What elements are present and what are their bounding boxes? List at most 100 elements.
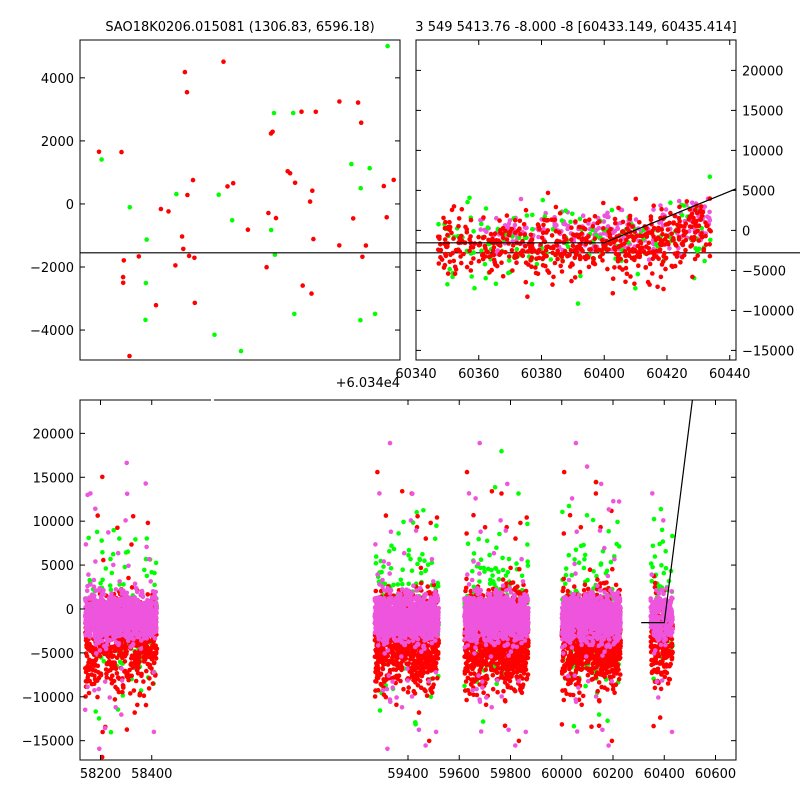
data-point — [124, 727, 130, 732]
data-point — [124, 491, 130, 497]
data-point — [387, 549, 392, 554]
data-point — [623, 258, 629, 264]
data-point — [102, 626, 107, 632]
data-point — [468, 260, 474, 266]
data-point — [529, 249, 535, 255]
data-point — [651, 225, 657, 231]
panel-title-top-right: 3 549 5413.76 -8.000 -8 [60433.149, 6043… — [415, 20, 736, 35]
data-point — [174, 191, 179, 197]
data-point — [102, 679, 108, 684]
data-point — [683, 247, 688, 253]
data-point — [691, 215, 696, 221]
data-point — [544, 244, 549, 250]
data-point — [307, 199, 313, 204]
data-point — [651, 249, 656, 254]
data-point — [107, 611, 113, 617]
data-point — [137, 692, 142, 698]
data-point — [480, 256, 486, 262]
data-point — [600, 238, 605, 243]
data-point — [399, 654, 404, 659]
data-point — [116, 642, 121, 648]
data-point — [536, 234, 541, 240]
data-point — [456, 216, 462, 221]
data-point — [570, 262, 575, 267]
data-point — [590, 227, 595, 233]
data-point — [381, 662, 386, 667]
data-point — [391, 177, 397, 183]
data-point — [192, 300, 198, 306]
data-point — [432, 536, 438, 541]
data-point — [563, 208, 568, 213]
data-point — [623, 279, 628, 285]
data-point — [185, 192, 190, 198]
data-point — [538, 242, 543, 247]
data-point — [482, 261, 488, 267]
data-point — [534, 261, 540, 267]
data-point — [91, 584, 97, 589]
data-point — [610, 276, 616, 282]
data-point — [556, 230, 562, 235]
data-point — [140, 594, 146, 600]
data-point — [148, 579, 153, 584]
data-point — [390, 649, 396, 654]
data-point — [676, 198, 682, 204]
data-point — [522, 243, 528, 249]
data-point — [468, 268, 474, 273]
data-point — [660, 259, 666, 265]
data-point — [464, 264, 470, 270]
data-point — [90, 667, 96, 673]
data-point — [84, 588, 90, 594]
panel-top-right: 3 549 5413.76 -8.000 -8 [60433.149, 6043… — [395, 20, 794, 382]
data-point — [427, 651, 433, 657]
data-point — [633, 286, 638, 291]
data-point — [635, 271, 641, 277]
data-points-top-left — [96, 43, 397, 359]
data-point — [494, 215, 499, 221]
data-point — [592, 236, 598, 241]
data-point — [190, 177, 196, 183]
data-point — [467, 248, 472, 254]
data-point — [432, 638, 438, 643]
data-point — [144, 668, 149, 674]
data-point — [630, 224, 635, 229]
data-point — [83, 638, 89, 643]
data-point — [129, 605, 135, 610]
data-point — [100, 550, 105, 555]
data-point — [141, 679, 146, 684]
data-point — [523, 207, 529, 213]
data-point — [600, 258, 605, 263]
data-point — [586, 221, 591, 226]
data-point — [553, 204, 559, 210]
data-point — [153, 608, 158, 614]
data-point — [418, 580, 424, 586]
data-point — [693, 223, 699, 229]
data-point — [529, 244, 535, 249]
data-point — [584, 239, 589, 245]
data-point — [580, 213, 586, 218]
data-point — [373, 688, 378, 693]
data-point — [380, 577, 385, 583]
data-point — [461, 251, 466, 257]
data-point — [601, 231, 607, 236]
y-tick-label: −2000 — [30, 261, 74, 276]
data-point — [134, 589, 140, 595]
data-point — [637, 250, 643, 255]
data-point — [118, 596, 124, 602]
data-point — [391, 582, 396, 588]
data-point — [555, 256, 560, 262]
data-point — [372, 694, 378, 699]
data-point — [130, 631, 135, 636]
data-point — [639, 245, 645, 251]
data-point — [92, 673, 97, 678]
data-point — [506, 241, 511, 246]
data-point — [436, 261, 442, 266]
data-point — [693, 230, 698, 235]
data-point — [459, 233, 464, 239]
data-point — [270, 129, 275, 135]
data-point — [441, 215, 446, 221]
data-point — [382, 656, 388, 661]
data-point — [216, 192, 221, 197]
data-point — [529, 281, 535, 287]
data-point — [134, 664, 140, 670]
data-point — [372, 311, 378, 317]
